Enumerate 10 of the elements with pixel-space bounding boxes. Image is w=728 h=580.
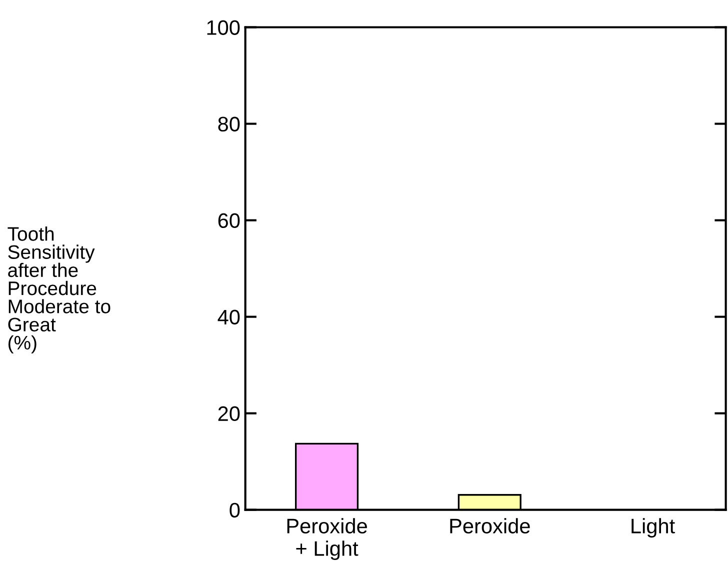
- y-tick-label: 100: [207, 20, 240, 36]
- y-tick-label: 60: [218, 213, 240, 228]
- y-tick-label: 40: [218, 310, 240, 325]
- x-tick-label: Peroxide + Light: [287, 518, 367, 560]
- y-tick-label: 20: [218, 406, 240, 422]
- y-tick-label: 0: [230, 502, 240, 518]
- y-tick-label: 80: [218, 116, 240, 132]
- x-tick-label: Peroxide: [450, 518, 530, 534]
- y-axis-title: Tooth Sensitivity after the Procedure Moderate to Great (%): [8, 226, 110, 354]
- x-tick-label: Light: [632, 518, 675, 538]
